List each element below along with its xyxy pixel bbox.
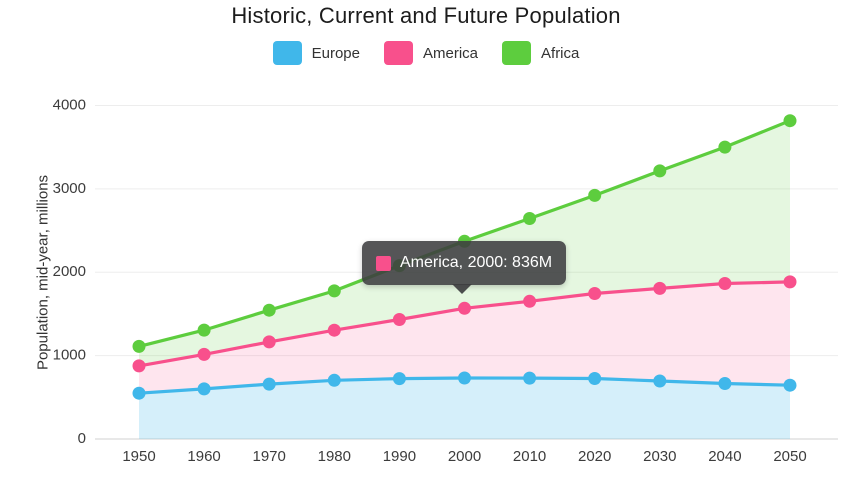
x-tick-label-2030: 2030	[643, 448, 676, 465]
x-tick-label-2050: 2050	[773, 448, 806, 465]
africa-point-2020[interactable]	[588, 188, 602, 202]
legend-label-africa: Africa	[541, 44, 580, 62]
legend-item-america[interactable]: America	[384, 41, 478, 65]
africa-point-2040[interactable]	[718, 140, 732, 154]
america-point-1960[interactable]	[197, 347, 211, 361]
america-point-1990[interactable]	[392, 313, 406, 326]
tooltip: America, 2000: 836M	[362, 241, 567, 294]
europe-point-1950[interactable]	[132, 386, 146, 400]
tooltip-text: America, 2000: 836M	[400, 254, 553, 271]
y-tick-label-2000: 2000	[53, 263, 86, 280]
europe-point-1990[interactable]	[392, 372, 406, 386]
africa-point-2050[interactable]	[783, 114, 797, 128]
x-tick-label-2040: 2040	[708, 448, 741, 465]
america-point-2030[interactable]	[653, 281, 667, 295]
europe-point-1970[interactable]	[262, 377, 276, 391]
legend-item-africa[interactable]: Africa	[502, 41, 579, 65]
europe-point-2040[interactable]	[718, 377, 732, 390]
africa-swatch-icon	[502, 41, 532, 65]
africa-point-1950[interactable]	[132, 339, 146, 353]
america-point-2020[interactable]	[588, 287, 602, 300]
america-point-2010[interactable]	[523, 294, 537, 308]
y-tick-label-1000: 1000	[53, 347, 86, 364]
x-tick-label-1980: 1980	[318, 448, 351, 465]
europe-point-2050[interactable]	[783, 378, 797, 392]
legend: Europe America Africa	[0, 40, 852, 66]
europe-swatch-icon	[272, 41, 302, 65]
x-tick-label-2010: 2010	[513, 448, 546, 465]
america-point-2050[interactable]	[783, 275, 797, 289]
africa-point-1970[interactable]	[262, 303, 276, 317]
europe-area	[139, 378, 790, 439]
america-point-1970[interactable]	[262, 335, 276, 349]
europe-point-2030[interactable]	[653, 374, 667, 388]
tooltip-series-swatch-icon	[376, 255, 391, 271]
america-swatch-icon	[384, 41, 413, 65]
x-tick-label-2020: 2020	[578, 448, 611, 465]
x-tick-label-1990: 1990	[383, 448, 416, 465]
legend-label-europe: Europe	[311, 44, 360, 62]
europe-point-1980[interactable]	[327, 373, 341, 387]
america-area	[139, 281, 790, 394]
chart-title: Historic, Current and Future Population	[231, 3, 621, 28]
africa-point-2010[interactable]	[523, 212, 537, 225]
y-tick-label-4000: 4000	[53, 96, 86, 113]
africa-point-1980[interactable]	[327, 284, 341, 298]
america-point-2040[interactable]	[718, 277, 732, 290]
y-axis-title: Population, mid-year, millions	[34, 174, 52, 371]
america-point-2000[interactable]	[458, 301, 471, 315]
x-tick-label-1960: 1960	[187, 448, 220, 465]
x-tick-label-1950: 1950	[122, 448, 155, 465]
europe-point-2000[interactable]	[458, 371, 471, 385]
y-tick-label-0: 0	[78, 430, 86, 447]
x-tick-label-2000: 2000	[448, 448, 481, 465]
europe-point-2010[interactable]	[523, 371, 537, 385]
america-point-1950[interactable]	[132, 359, 146, 373]
legend-item-europe[interactable]: Europe	[272, 41, 360, 65]
europe-point-1960[interactable]	[197, 382, 211, 396]
y-tick-label-3000: 3000	[53, 180, 86, 197]
tooltip-caret-icon	[452, 284, 472, 294]
legend-label-america: America	[423, 44, 479, 62]
africa-point-2030[interactable]	[653, 164, 667, 178]
x-tick-label-1970: 1970	[253, 448, 286, 465]
america-point-1980[interactable]	[327, 323, 341, 337]
africa-point-1960[interactable]	[197, 323, 211, 337]
europe-point-2020[interactable]	[588, 372, 602, 385]
